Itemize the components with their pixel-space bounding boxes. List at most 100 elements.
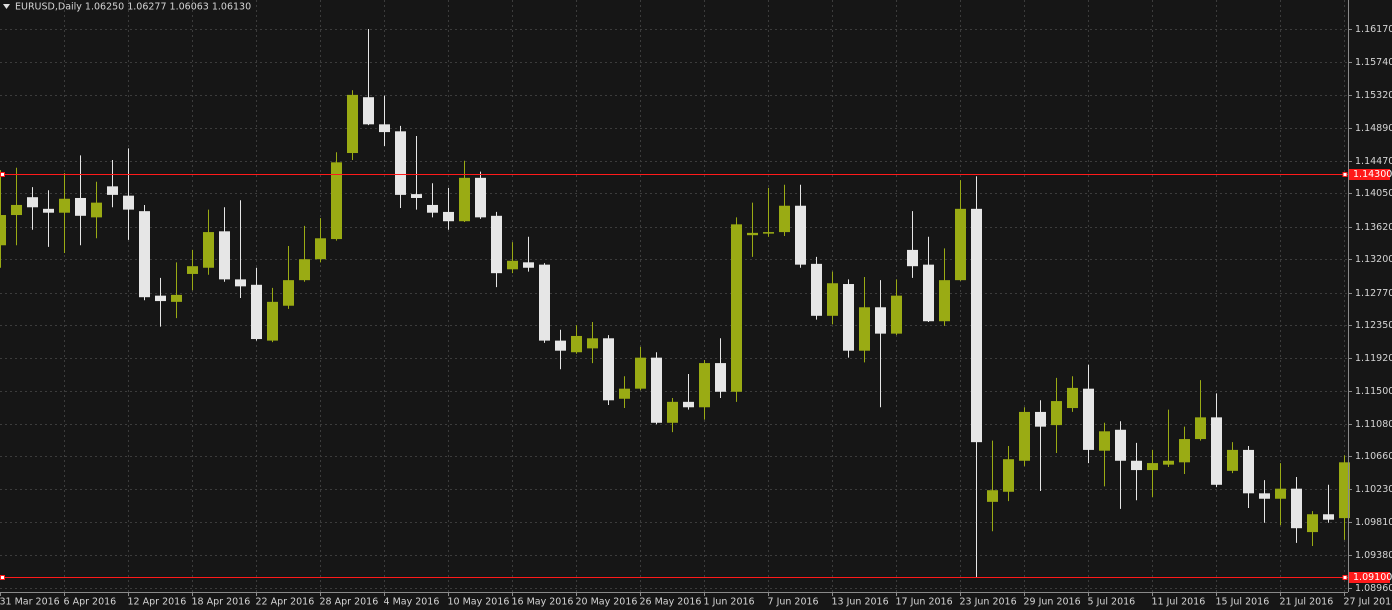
candle-body <box>699 363 710 408</box>
candle-body <box>363 97 374 125</box>
candle-body <box>1307 514 1318 533</box>
candle-body <box>27 197 38 208</box>
y-tick-label: 1.14470 <box>1355 156 1392 167</box>
candle-body <box>843 284 854 351</box>
candle-body <box>1163 460 1174 465</box>
y-tick-label: 1.12350 <box>1355 320 1392 331</box>
line-handle <box>0 575 5 580</box>
candle-body <box>395 131 406 195</box>
x-tick-label: 17 Jun 2016 <box>896 597 953 608</box>
candle-body <box>1115 429 1126 461</box>
x-tick-label: 6 Apr 2016 <box>64 597 117 608</box>
candle-body <box>219 231 230 280</box>
candle-body <box>619 388 630 399</box>
candle-body <box>795 205 806 265</box>
candle-body <box>1067 387 1078 409</box>
x-tick-label: 1 Jun 2016 <box>704 597 755 608</box>
y-tick-label: 1.11080 <box>1355 419 1392 430</box>
candle-body <box>811 263 822 316</box>
x-tick-label: 22 Apr 2016 <box>256 597 315 608</box>
y-tick-label: 1.11500 <box>1355 386 1392 397</box>
candle-body <box>667 401 678 423</box>
y-tick-label: 1.11920 <box>1355 353 1392 364</box>
candle-body <box>1035 411 1046 427</box>
line-handle <box>0 172 5 177</box>
y-tick-label: 1.14050 <box>1355 188 1392 199</box>
x-tick-label: 4 May 2016 <box>384 597 440 608</box>
y-tick-label: 1.13200 <box>1355 254 1392 265</box>
candle-body <box>1131 460 1142 471</box>
line-handle <box>1342 172 1348 177</box>
candle-body <box>235 279 246 287</box>
candle-body <box>603 338 614 401</box>
candles-layer <box>0 28 1350 578</box>
candle-body <box>299 259 310 281</box>
y-tick-label: 1.16170 <box>1355 24 1392 35</box>
candle-body <box>1259 493 1270 499</box>
candle-body <box>1243 449 1254 494</box>
candle-body <box>491 215 502 274</box>
candle-body <box>267 301 278 341</box>
candle-body <box>459 177 470 222</box>
x-tick-label: 12 Apr 2016 <box>128 597 187 608</box>
candle-body <box>59 198 70 213</box>
candle-body <box>315 238 326 260</box>
candle-body <box>731 224 742 392</box>
candle-body <box>91 202 102 218</box>
price-label-box <box>1349 169 1390 180</box>
candle-body <box>1051 401 1062 426</box>
x-tick-label: 20 May 2016 <box>576 597 638 608</box>
candle-body <box>1019 411 1030 461</box>
price-label-box <box>1349 572 1390 583</box>
x-tick-label: 29 Jun 2016 <box>1024 597 1081 608</box>
candle-body <box>443 211 454 222</box>
line-handle <box>1342 575 1348 580</box>
x-tick-label: 28 Apr 2016 <box>320 597 379 608</box>
x-tick-label: 27 Jul 2016 <box>1344 597 1392 608</box>
x-tick-label: 11 Jul 2016 <box>1152 597 1206 608</box>
candle-body <box>571 335 582 353</box>
candle-body <box>475 177 486 218</box>
candle-body <box>1323 514 1334 520</box>
candle-body <box>523 262 534 268</box>
candle-body <box>715 363 726 392</box>
candle-body <box>923 264 934 322</box>
x-tick-label: 16 May 2016 <box>512 597 574 608</box>
candle-body <box>539 264 550 341</box>
overlay-layer <box>0 172 1348 580</box>
candle-body <box>0 215 6 246</box>
x-tick-label: 18 Apr 2016 <box>192 597 251 608</box>
x-tick-label: 7 Jun 2016 <box>768 597 819 608</box>
x-tick-label: 15 Jul 2016 <box>1216 597 1270 608</box>
candle-body <box>875 307 886 334</box>
candle-body <box>907 249 918 267</box>
candle-body <box>1195 417 1206 440</box>
candle-body <box>507 260 518 270</box>
candle-body <box>971 208 982 443</box>
x-tick-label: 13 Jun 2016 <box>832 597 889 608</box>
candle-body <box>11 204 22 216</box>
y-tick-label: 1.13620 <box>1355 222 1392 233</box>
x-tick-label: 21 Jul 2016 <box>1280 597 1334 608</box>
y-tick-label: 1.15320 <box>1355 90 1392 101</box>
candle-body <box>283 280 294 306</box>
candle-body <box>139 211 150 298</box>
candle-body <box>555 340 566 351</box>
candle-body <box>587 338 598 349</box>
price-label: 1.14300 <box>1353 169 1392 180</box>
candle-body <box>75 197 86 216</box>
candle-body <box>1003 459 1014 492</box>
candle-body <box>1099 431 1110 451</box>
x-tick-label: 23 Jun 2016 <box>960 597 1017 608</box>
candle-body <box>347 94 358 154</box>
candle-body <box>1147 463 1158 471</box>
candle-body <box>1275 488 1286 499</box>
y-tick-label: 1.14890 <box>1355 123 1392 134</box>
dropdown-icon[interactable] <box>3 4 10 9</box>
price-label: 1.09100 <box>1353 572 1392 583</box>
candle-body <box>747 232 758 236</box>
candle-body <box>1339 462 1350 519</box>
